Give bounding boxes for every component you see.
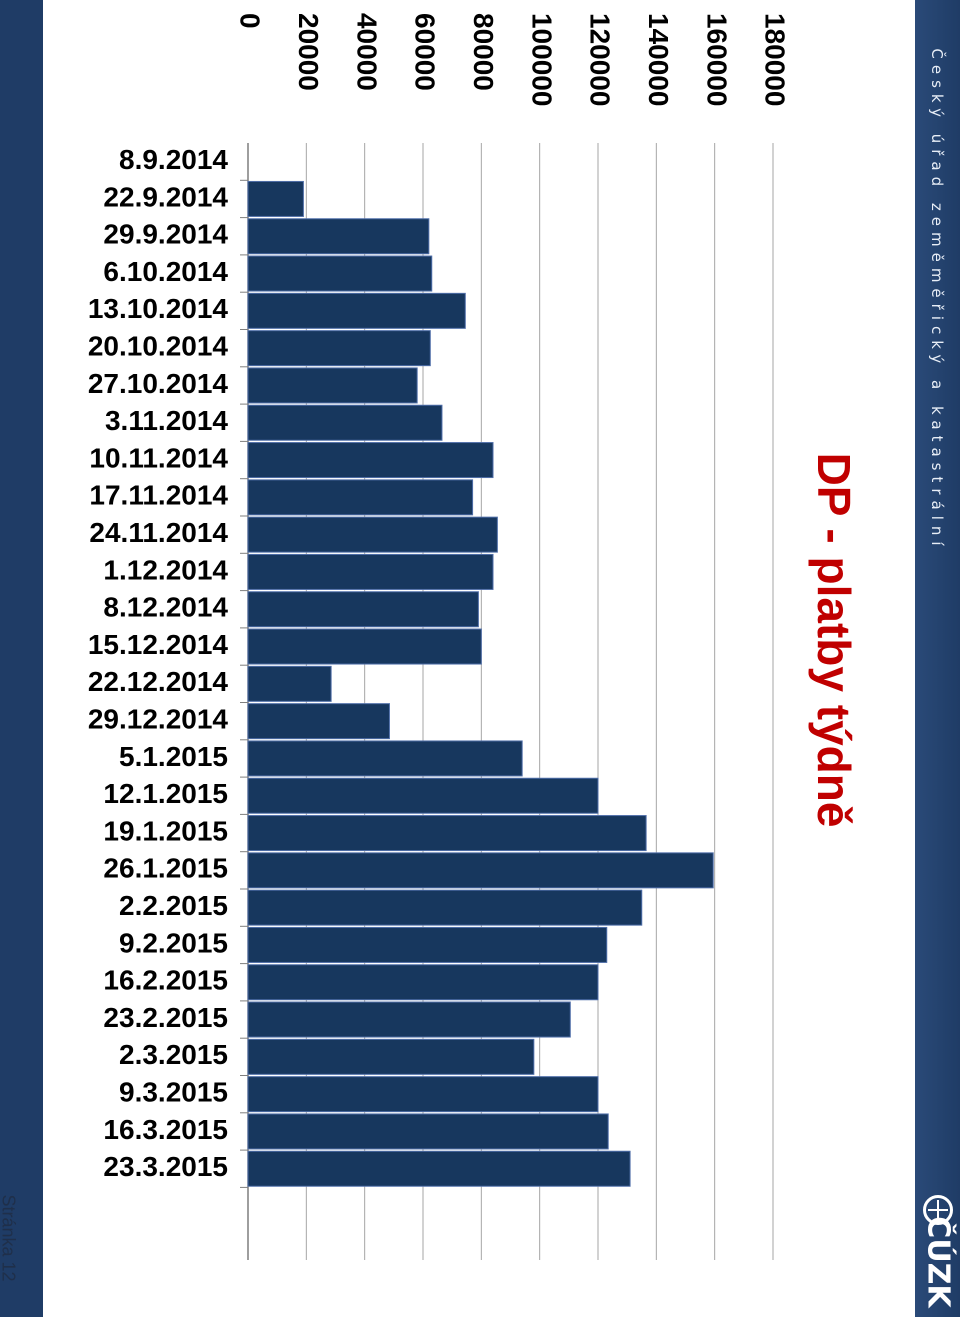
category-label: 16.2.2015	[103, 965, 228, 996]
category-label: 29.12.2014	[88, 704, 229, 735]
category-label: 8.12.2014	[103, 592, 228, 623]
left-decorative-band	[0, 0, 43, 1317]
category-label: 22.9.2014	[103, 181, 228, 212]
bar	[247, 777, 599, 814]
category-label: 19.1.2015	[103, 815, 228, 846]
bar	[247, 1001, 571, 1038]
category-label: 15.12.2014	[88, 629, 229, 660]
bar	[247, 964, 599, 1001]
category-label: 2.2.2015	[119, 890, 228, 921]
category-label: 23.3.2015	[103, 1151, 228, 1182]
bar	[247, 665, 332, 702]
category-label: 10.11.2014	[89, 442, 228, 473]
bar	[247, 591, 479, 628]
category-label: 8.9.2014	[119, 144, 228, 175]
bar	[247, 740, 523, 777]
category-label: 6.10.2014	[103, 256, 228, 287]
bar	[247, 367, 418, 404]
category-label: 9.2.2015	[119, 927, 228, 958]
bar	[247, 1113, 609, 1150]
category-label: 2.3.2015	[119, 1039, 228, 1070]
category-label: 20.10.2014	[88, 331, 229, 362]
bar	[247, 889, 643, 926]
bar	[247, 852, 714, 889]
bar	[247, 292, 466, 329]
right-header-band	[915, 0, 960, 1317]
value-tick-label: 0	[235, 13, 266, 29]
bar	[247, 404, 443, 441]
globe-logo-icon	[923, 1195, 953, 1225]
bar	[247, 255, 433, 292]
bar	[247, 1076, 599, 1113]
bar	[247, 516, 498, 553]
category-label: 27.10.2014	[88, 368, 229, 399]
value-tick-label: 80000	[468, 13, 499, 91]
bar	[247, 703, 390, 740]
category-label: 5.1.2015	[119, 741, 228, 772]
category-label: 26.1.2015	[103, 853, 228, 884]
value-tick-label: 60000	[410, 13, 441, 91]
category-label: 29.9.2014	[103, 219, 228, 250]
bar	[247, 553, 494, 590]
value-tick-label: 180000	[760, 13, 791, 106]
bar	[247, 479, 474, 516]
bar	[247, 1150, 631, 1187]
value-tick-label: 140000	[643, 13, 674, 106]
value-tick-label: 160000	[701, 13, 732, 106]
category-label: 16.3.2015	[103, 1114, 228, 1145]
value-tick-label: 120000	[585, 13, 616, 106]
category-label: 1.12.2014	[103, 554, 228, 585]
category-label: 22.12.2014	[88, 666, 229, 697]
category-label: 24.11.2014	[89, 517, 228, 548]
category-label: 17.11.2014	[89, 480, 228, 511]
category-label: 9.3.2015	[119, 1077, 228, 1108]
bar	[247, 330, 431, 367]
value-tick-label: 20000	[293, 13, 324, 91]
bar	[247, 926, 608, 963]
bar	[247, 628, 482, 665]
value-tick-label: 100000	[526, 13, 557, 106]
bar	[247, 442, 494, 479]
category-label: 13.10.2014	[88, 293, 229, 324]
bar	[247, 218, 430, 255]
bar	[247, 815, 647, 852]
value-tick-label: 40000	[351, 13, 382, 91]
bar	[247, 180, 304, 217]
category-label: 23.2.2015	[103, 1002, 228, 1033]
bar	[247, 1038, 535, 1075]
category-label: 3.11.2014	[105, 405, 228, 436]
category-label: 12.1.2015	[103, 778, 228, 809]
